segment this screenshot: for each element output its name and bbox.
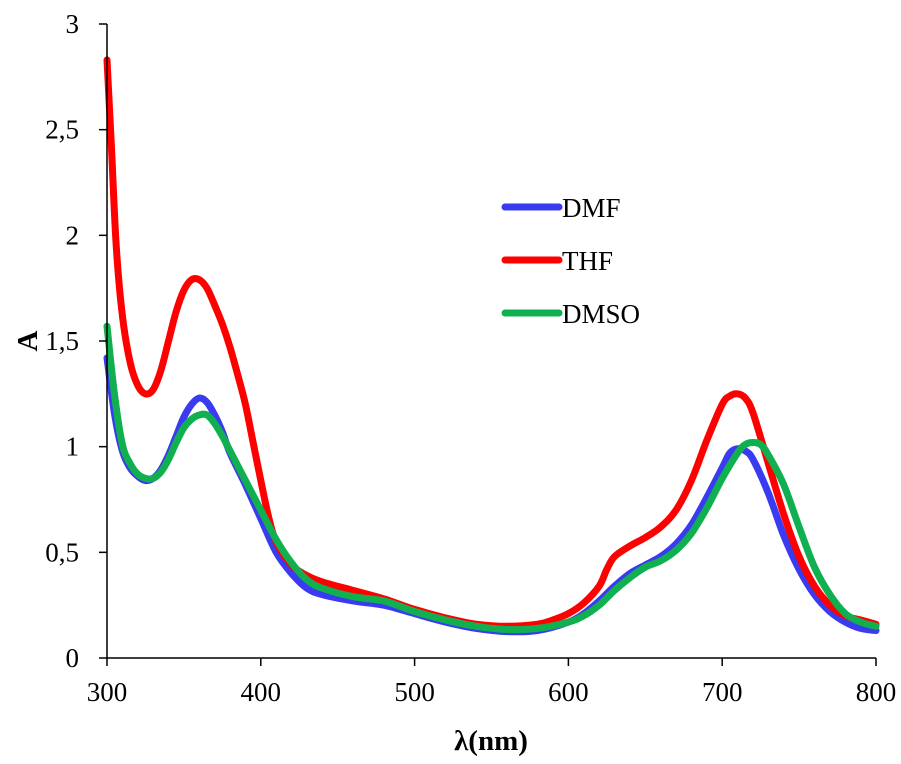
axes (106, 24, 876, 659)
series-line-thf (103, 56, 880, 630)
x-tick-label: 700 (702, 677, 743, 707)
legend: DMF THF DMSO (501, 193, 640, 329)
series-line-dmso (103, 322, 880, 634)
y-tick-label: 3 (66, 9, 80, 39)
y-tick-label: 0 (66, 643, 80, 673)
y-tick-label: 2,5 (45, 115, 79, 145)
x-tick-label: 500 (394, 677, 435, 707)
x-axis-title: λ(nm) (454, 725, 528, 757)
ticks: 300 400 500 600 700 800 0 0,5 1 1,5 2 2,5 3 (45, 9, 896, 707)
x-tick-label: 400 (241, 677, 282, 707)
x-tick-label: 800 (856, 677, 897, 707)
y-tick-label: 1,5 (45, 326, 79, 356)
y-tick-label: 2 (66, 220, 80, 250)
y-tick-label: 1 (66, 432, 80, 462)
y-axis-title: A (12, 330, 44, 351)
legend-label-thf: THF (562, 246, 613, 276)
series-line-dmf (103, 354, 880, 636)
legend-label-dmso: DMSO (562, 299, 640, 329)
x-tick-label: 300 (87, 677, 128, 707)
legend-label-dmf: DMF (562, 193, 621, 223)
x-tick-label: 600 (548, 677, 589, 707)
y-tick-label: 0,5 (45, 537, 79, 567)
plot-lines (103, 56, 880, 636)
